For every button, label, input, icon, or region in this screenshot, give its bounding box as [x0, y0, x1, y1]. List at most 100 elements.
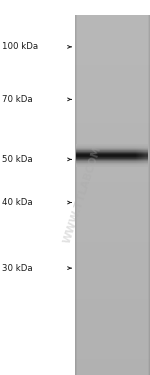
- Bar: [106, 155, 107, 156]
- Bar: [97, 163, 99, 164]
- Bar: [144, 164, 145, 165]
- Bar: [81, 165, 82, 166]
- Bar: [79, 156, 81, 157]
- Bar: [117, 153, 118, 154]
- Bar: [103, 148, 105, 149]
- Bar: [97, 161, 99, 162]
- Bar: [93, 155, 94, 156]
- Bar: [91, 156, 93, 157]
- Bar: [120, 155, 121, 156]
- Bar: [136, 160, 137, 161]
- Bar: [84, 166, 85, 167]
- Bar: [123, 149, 124, 150]
- Bar: [126, 161, 127, 162]
- Bar: [136, 159, 137, 160]
- Bar: [118, 163, 119, 164]
- Bar: [103, 147, 105, 148]
- Bar: [121, 153, 123, 154]
- Bar: [87, 164, 88, 165]
- Bar: [84, 157, 85, 158]
- Bar: [87, 149, 88, 150]
- Bar: [106, 152, 107, 153]
- Bar: [95, 166, 96, 167]
- Bar: [101, 151, 102, 152]
- Bar: [76, 162, 77, 163]
- Bar: [85, 154, 87, 155]
- Bar: [97, 151, 99, 152]
- Bar: [85, 146, 87, 147]
- Bar: [102, 161, 103, 162]
- Bar: [85, 164, 87, 165]
- Bar: [108, 158, 109, 159]
- Bar: [79, 154, 81, 155]
- Bar: [117, 146, 118, 147]
- Bar: [119, 153, 120, 154]
- Bar: [108, 152, 109, 153]
- Bar: [99, 158, 100, 159]
- Bar: [90, 162, 91, 163]
- Bar: [75, 204, 150, 206]
- Bar: [130, 163, 131, 164]
- Bar: [106, 149, 107, 150]
- Bar: [101, 152, 102, 153]
- Bar: [135, 152, 136, 153]
- Bar: [118, 162, 119, 163]
- Bar: [105, 145, 106, 146]
- Bar: [75, 278, 150, 280]
- Bar: [85, 147, 87, 148]
- Bar: [75, 353, 150, 355]
- Bar: [109, 163, 111, 164]
- Bar: [144, 160, 145, 161]
- Bar: [106, 162, 107, 163]
- Bar: [114, 158, 115, 159]
- Text: 70 kDa: 70 kDa: [2, 95, 32, 104]
- Bar: [136, 146, 137, 147]
- Bar: [83, 151, 84, 152]
- Bar: [117, 147, 118, 148]
- Bar: [137, 154, 138, 155]
- Bar: [75, 182, 150, 184]
- Bar: [144, 154, 145, 155]
- Bar: [94, 158, 95, 159]
- Bar: [136, 151, 137, 152]
- Bar: [88, 158, 89, 159]
- Bar: [75, 28, 150, 29]
- Bar: [83, 145, 84, 146]
- Bar: [75, 33, 150, 35]
- Bar: [123, 145, 124, 146]
- Bar: [89, 159, 90, 160]
- Bar: [133, 152, 135, 153]
- Bar: [115, 151, 117, 152]
- Bar: [142, 152, 143, 153]
- Bar: [75, 226, 150, 227]
- Bar: [143, 160, 144, 161]
- Bar: [75, 224, 150, 226]
- Bar: [93, 150, 94, 151]
- Bar: [130, 152, 131, 153]
- Bar: [123, 153, 124, 154]
- Bar: [75, 245, 150, 247]
- Bar: [77, 144, 78, 145]
- Bar: [120, 151, 121, 152]
- Bar: [90, 154, 91, 155]
- Bar: [142, 155, 143, 156]
- Bar: [83, 148, 84, 149]
- Bar: [112, 161, 113, 162]
- Bar: [101, 154, 102, 155]
- Bar: [145, 165, 147, 166]
- Bar: [123, 148, 124, 149]
- Bar: [144, 153, 145, 154]
- Bar: [133, 156, 135, 157]
- Bar: [84, 155, 85, 156]
- Bar: [108, 161, 109, 162]
- Bar: [107, 165, 108, 166]
- Bar: [95, 158, 96, 159]
- Bar: [130, 165, 131, 166]
- Bar: [124, 148, 125, 149]
- Bar: [121, 157, 123, 158]
- Bar: [120, 164, 121, 165]
- Bar: [82, 147, 83, 148]
- Bar: [130, 150, 131, 151]
- Bar: [142, 164, 143, 165]
- Bar: [111, 154, 112, 155]
